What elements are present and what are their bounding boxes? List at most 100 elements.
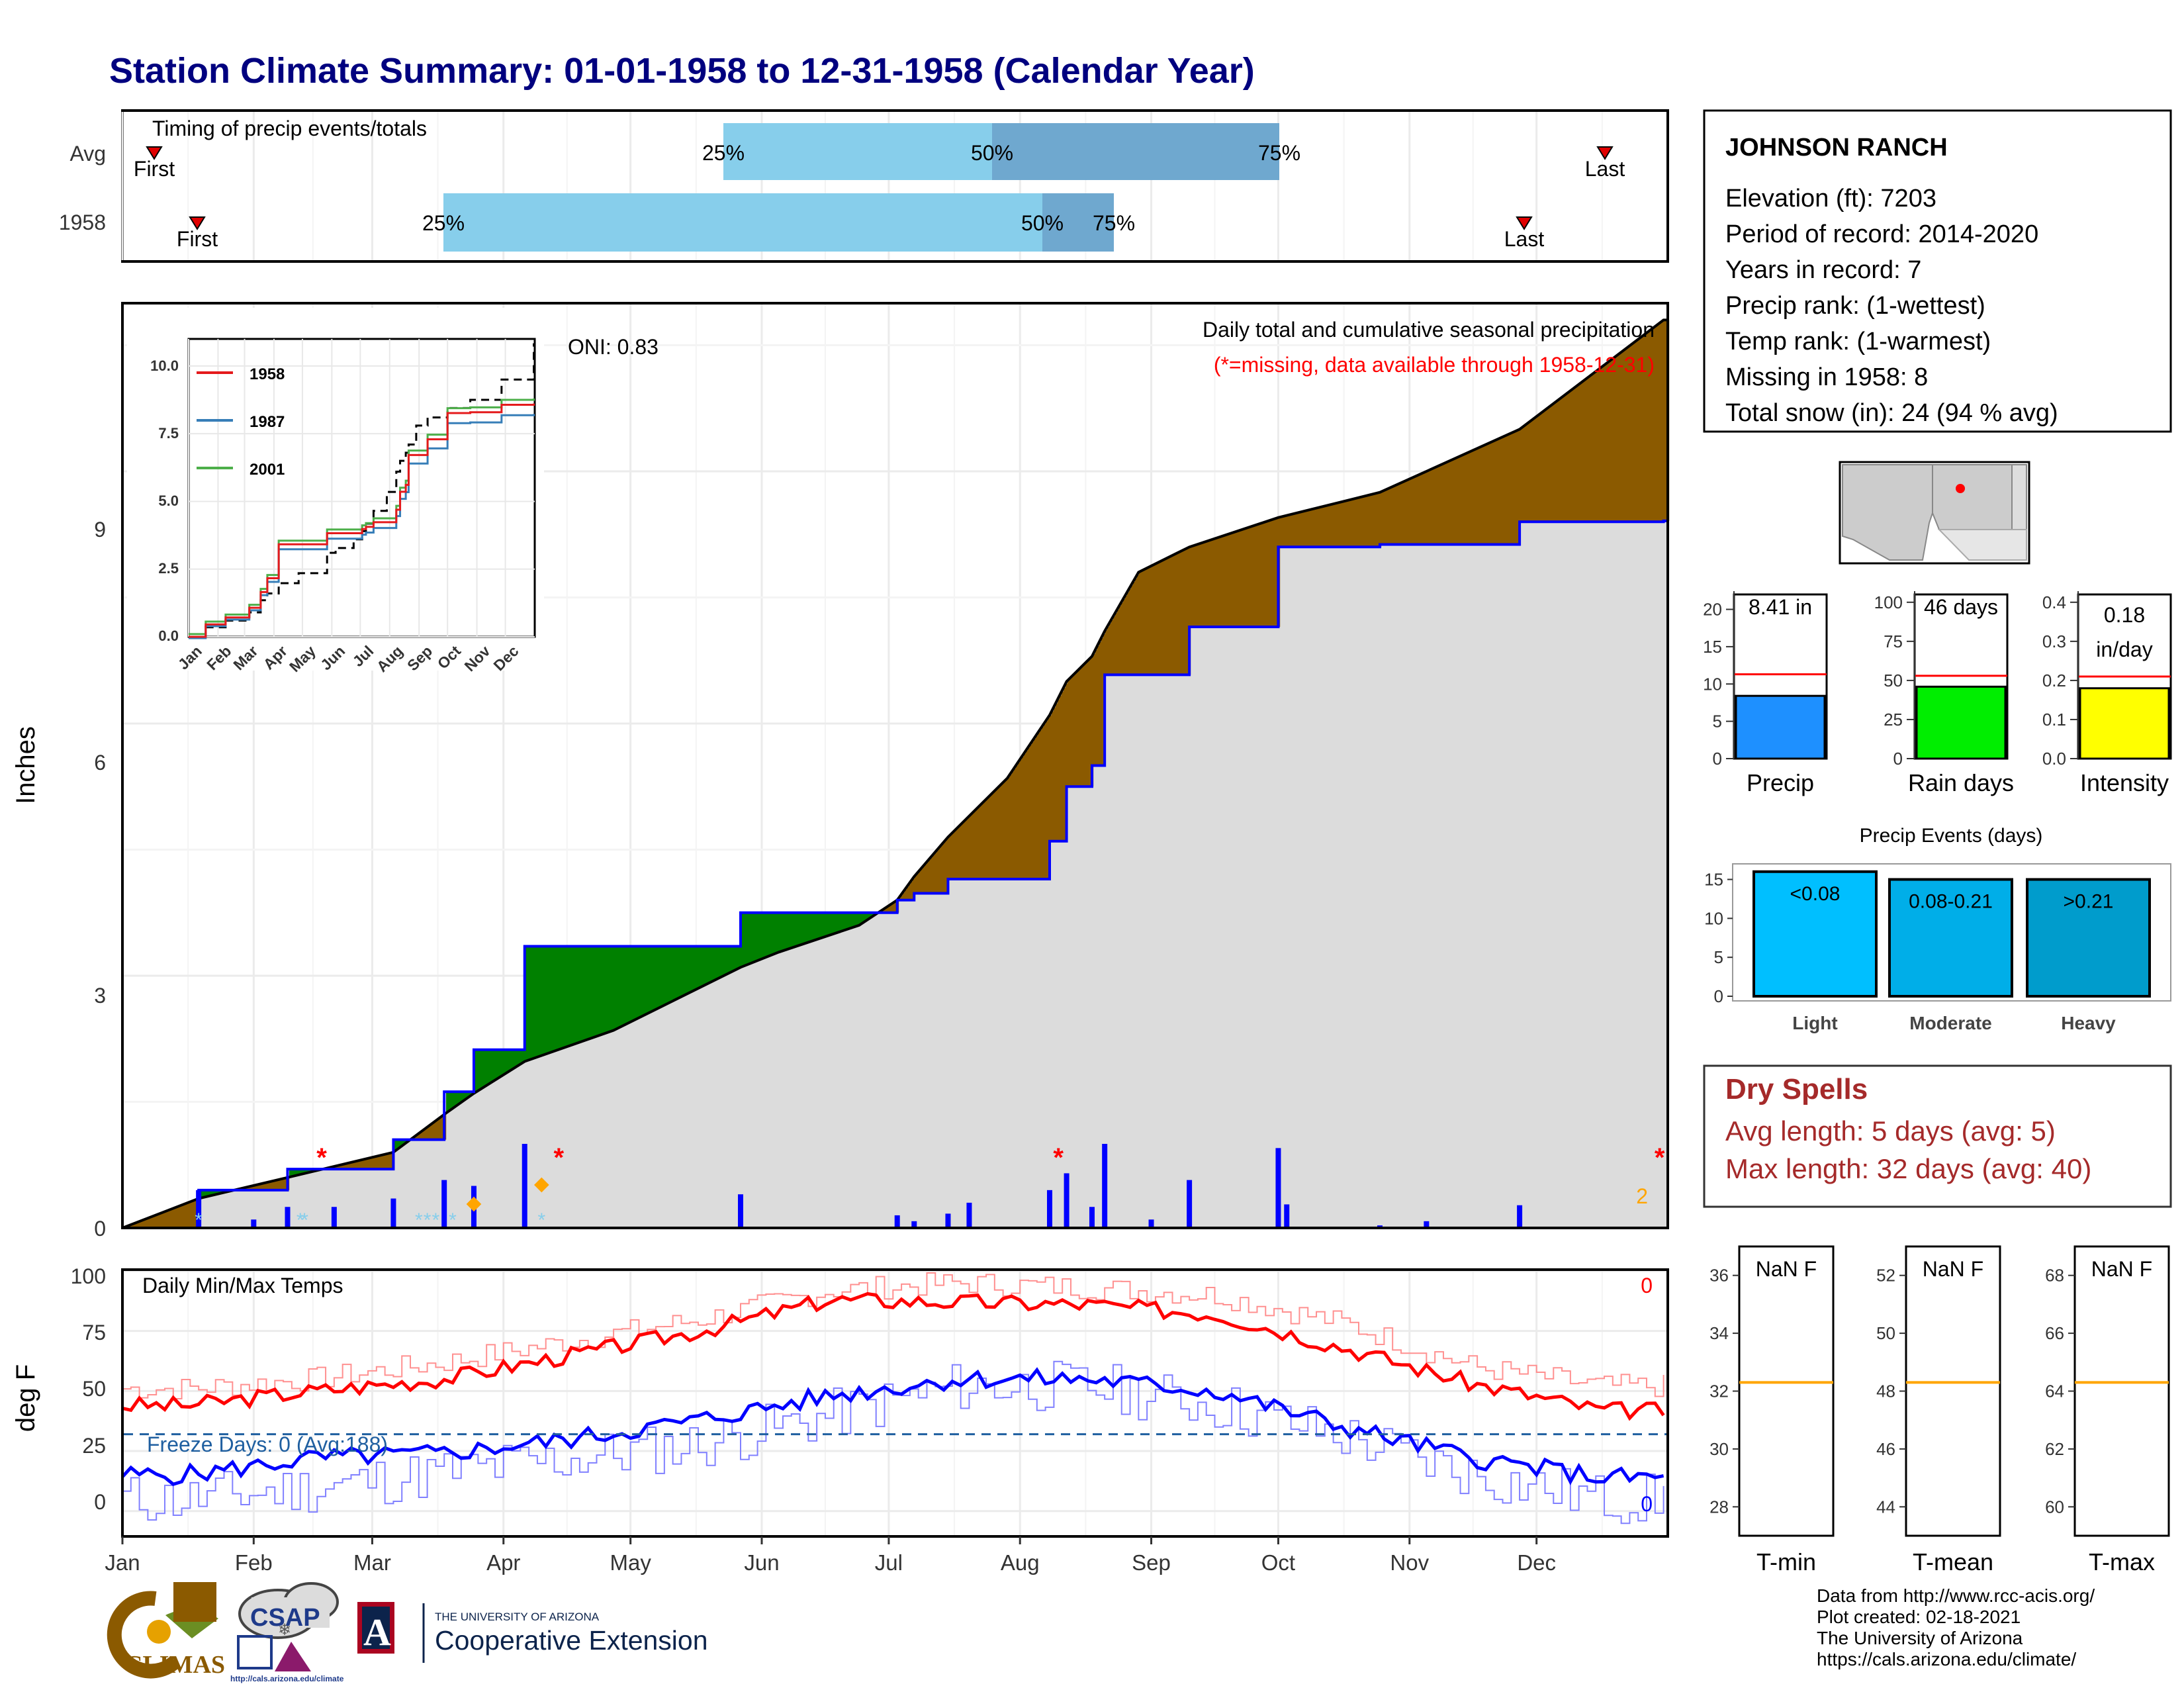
deficit-slice: [1405, 481, 1408, 545]
surplus-slice: [825, 912, 828, 937]
year-cumulative-line: [122, 519, 1668, 1229]
deficit-slice: [1214, 538, 1217, 627]
deficit-slice: [1504, 436, 1507, 545]
surplus-slice: [700, 946, 703, 988]
surplus-slice: [833, 912, 836, 934]
deficit-slice: [1179, 552, 1181, 675]
deficit-slice: [1175, 554, 1177, 675]
deficit-slice: [1655, 326, 1658, 522]
deficit-slice: [883, 910, 886, 913]
dry-max: Max length: 32 days (avg: 40): [1725, 1153, 2091, 1184]
temp-gauge-tick-label: 62: [2045, 1439, 2064, 1459]
surplus-slice: [561, 946, 564, 1049]
deficit-slice: [1361, 496, 1364, 547]
daily-precip-bar: [251, 1219, 257, 1228]
dry-title: Dry Spells: [1725, 1073, 1868, 1105]
surplus-slice: [851, 912, 854, 928]
surplus-slice: [780, 912, 782, 952]
timing-avg-p75: 75%: [1258, 141, 1300, 165]
deficit-slice: [1409, 479, 1412, 545]
snow-marker: *: [449, 1209, 457, 1231]
daily-precip-bar: [390, 1198, 396, 1228]
deficit-slice: [1578, 385, 1580, 522]
deficit-slice: [1036, 735, 1038, 879]
temp-gauge-frame: [1738, 1245, 1835, 1537]
deficit-slice: [355, 1161, 357, 1170]
temp-ytick-50: 50: [82, 1377, 106, 1401]
surplus-slice: [740, 946, 743, 968]
surplus-slice: [611, 946, 614, 1031]
deficit-slice: [1095, 649, 1098, 766]
deficit-slice: [1117, 609, 1120, 675]
deficit-slice: [1623, 350, 1626, 522]
surplus-slice: [613, 946, 615, 1031]
surplus-slice: [303, 1169, 306, 1174]
surplus-slice: [206, 1190, 208, 1197]
deficit-slice: [390, 1152, 393, 1170]
deficit-slice: [343, 1164, 345, 1170]
deficit-slice: [1008, 777, 1011, 879]
precip-label-2: (*=missing, data available through 1958-…: [1214, 353, 1655, 377]
surplus-slice: [589, 946, 592, 1039]
deficit-slice: [1171, 556, 1173, 675]
deficit-slice: [1606, 363, 1608, 522]
deficit-slice: [283, 1178, 286, 1190]
surplus-slice: [557, 946, 560, 1051]
deficit-slice: [1248, 527, 1251, 627]
deficit-slice: [1520, 428, 1523, 522]
station-line-4: Temp rank: (1-warmest): [1725, 328, 1991, 355]
deficit-slice: [1477, 448, 1479, 545]
deficit-slice: [1052, 711, 1054, 841]
deficit-slice: [933, 855, 935, 894]
deficit-slice: [942, 843, 945, 894]
deficit-slice: [251, 1186, 254, 1190]
deficit-slice: [1054, 707, 1056, 841]
gauge-tick-label: 0: [1893, 749, 1903, 769]
month-label: Sep: [1132, 1550, 1171, 1575]
deficit-slice: [1433, 468, 1435, 545]
deficit-slice: [1264, 522, 1267, 627]
deficit-slice: [190, 1201, 193, 1228]
deficit-slice: [1042, 727, 1044, 879]
gauge-tick-label: 20: [1703, 600, 1722, 620]
deficit-slice: [1318, 508, 1320, 547]
surplus-slice: [593, 946, 596, 1038]
surplus-slice: [621, 946, 623, 1027]
timing-avg-p50: 50%: [971, 141, 1013, 165]
deficit-slice: [1270, 520, 1273, 627]
deficit-slice: [1169, 557, 1171, 675]
deficit-slice: [357, 1160, 359, 1170]
deficit-slice: [1075, 673, 1078, 787]
deficit-slice: [369, 1158, 371, 1170]
deficit-slice: [1085, 663, 1088, 787]
deficit-slice: [1600, 368, 1602, 522]
deficit-slice: [1163, 560, 1165, 675]
deficit-slice: [281, 1179, 284, 1190]
deficit-slice: [1570, 391, 1572, 522]
deficit-slice: [1449, 461, 1451, 545]
surplus-slice: [482, 1049, 484, 1089]
surplus-slice: [837, 912, 840, 933]
svg-text:❄: ❄: [278, 1621, 291, 1639]
station-line-2: Years in record: 7: [1725, 256, 1921, 284]
deficit-slice: [1596, 371, 1598, 522]
deficit-slice: [1486, 444, 1489, 545]
surplus-slice: [516, 1049, 518, 1068]
surplus-slice: [770, 912, 772, 956]
deficit-slice: [1463, 455, 1465, 545]
deficit-slice: [1210, 539, 1213, 627]
surplus-slice: [801, 912, 804, 945]
surplus-slice: [216, 1190, 218, 1195]
station-line-0: Elevation (ft): 7203: [1725, 185, 1936, 212]
gauge-value: 46 days: [1924, 595, 1998, 619]
surplus-slice: [307, 1169, 310, 1173]
deficit-slice: [936, 850, 939, 894]
surplus-slice: [821, 912, 824, 938]
ua-letter: A: [363, 1611, 391, 1654]
surplus-slice: [514, 1049, 516, 1069]
surplus-slice: [865, 912, 868, 921]
deficit-slice: [1113, 616, 1116, 675]
deficit-slice: [140, 1221, 143, 1228]
daily-precip-bar: [894, 1215, 900, 1228]
deficit-slice: [1514, 432, 1517, 545]
